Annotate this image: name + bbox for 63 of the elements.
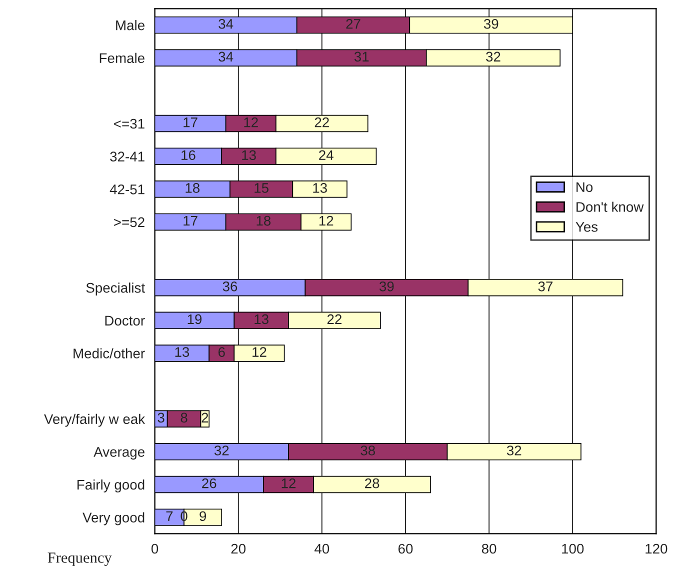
- y-tick-label: Specialist: [86, 282, 145, 296]
- y-tick-label: Very good: [82, 512, 144, 526]
- data-label: 22: [314, 117, 329, 128]
- y-tick-label: 32-41: [110, 152, 144, 162]
- data-label: 26: [202, 478, 216, 488]
- legend-label: Yes: [576, 222, 598, 232]
- data-label: 12: [244, 117, 258, 128]
- data-label: 16: [182, 150, 196, 160]
- y-tick-label: Male: [116, 20, 144, 30]
- data-label: 17: [184, 118, 198, 128]
- y-tick-label: Fairly good: [78, 479, 144, 492]
- data-label: 13: [254, 314, 268, 324]
- y-tick-label: 42-51: [110, 184, 144, 194]
- data-label: 32: [214, 446, 229, 456]
- data-label: 27: [346, 18, 360, 29]
- y-tick-label: >=52: [114, 217, 144, 228]
- data-label: 18: [256, 216, 271, 226]
- legend-label: Don't know: [576, 202, 644, 212]
- data-label: 12: [252, 347, 266, 357]
- data-label: 13: [175, 347, 190, 357]
- x-tick-label: 80: [482, 544, 496, 554]
- data-label: 39: [484, 18, 498, 29]
- data-label: 32: [506, 446, 522, 456]
- data-label: 9: [200, 511, 206, 522]
- data-label: 18: [186, 183, 200, 193]
- data-label: 38: [360, 446, 375, 456]
- data-label: 7: [166, 511, 173, 521]
- data-label: 19: [188, 314, 202, 324]
- legend-label: No: [576, 182, 593, 192]
- x-tick-label: 100: [562, 544, 584, 554]
- y-tick-label: Doctor: [105, 316, 145, 326]
- data-label: 17: [184, 216, 198, 226]
- data-label: 32: [486, 52, 500, 62]
- data-label: 24: [319, 150, 334, 160]
- y-tick-label: Female: [100, 52, 144, 64]
- data-label: 2: [202, 412, 208, 422]
- y-tick-label: Very/fairly w eak: [44, 414, 146, 427]
- x-tick-label: 20: [231, 544, 246, 554]
- x-tick-label: 40: [314, 544, 330, 554]
- data-label: 12: [282, 478, 296, 488]
- data-label: 37: [538, 281, 552, 292]
- data-label: 22: [327, 314, 342, 324]
- y-tick-label: Average: [94, 447, 144, 460]
- data-label: 3: [158, 412, 164, 423]
- data-label: 28: [365, 478, 380, 488]
- x-tick-label: 120: [646, 544, 668, 554]
- data-label: 0: [180, 511, 188, 522]
- data-label: 36: [222, 281, 238, 292]
- data-label: 31: [354, 52, 369, 62]
- data-label: 8: [180, 412, 188, 423]
- data-label: 15: [254, 183, 268, 193]
- data-label: 39: [379, 281, 394, 292]
- data-label: 6: [218, 347, 225, 357]
- y-tick-label: <=31: [114, 118, 144, 129]
- data-label: 34: [218, 52, 234, 62]
- x-tick-label: 60: [398, 544, 413, 554]
- data-label: 13: [313, 183, 327, 193]
- data-label: 13: [242, 150, 256, 160]
- data-label: 12: [319, 216, 334, 226]
- data-label: 34: [218, 18, 234, 29]
- x-axis-title: Frequency: [48, 552, 112, 566]
- y-tick-label: Medic/other: [74, 348, 145, 358]
- x-tick-label: 0: [151, 544, 158, 554]
